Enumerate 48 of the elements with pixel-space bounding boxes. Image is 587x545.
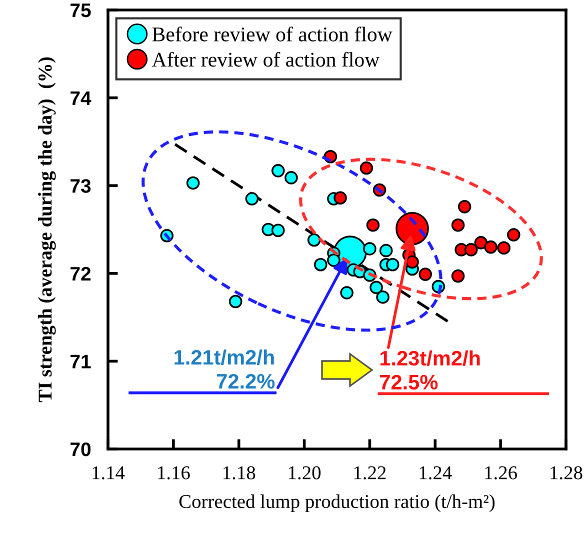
point xyxy=(418,268,432,281)
point xyxy=(271,224,285,238)
x-tick-label: 1.14 xyxy=(92,466,125,480)
point xyxy=(464,243,478,256)
y-tick-label: 70 xyxy=(70,442,91,456)
point xyxy=(340,286,354,300)
point xyxy=(228,294,242,308)
y-tick-label: 74 xyxy=(70,91,92,105)
x-tick-label: 1.18 xyxy=(224,466,256,480)
point xyxy=(186,176,200,190)
point xyxy=(474,236,488,250)
point xyxy=(366,218,380,232)
y-tick-label: 75 xyxy=(70,4,91,18)
point xyxy=(360,161,374,175)
point xyxy=(314,258,328,272)
point xyxy=(271,164,285,178)
legend-label: Before review of action flow xyxy=(152,26,392,42)
x-axis-title: Corrected lump production ratio (t/h-m²) xyxy=(179,494,495,512)
x-tick-label: 1.26 xyxy=(485,466,518,480)
annotation: 1.23t/m2/h 72.5% xyxy=(380,350,480,390)
y-tick-label: 73 xyxy=(70,179,91,193)
point xyxy=(376,290,390,304)
point xyxy=(284,171,298,184)
legend-label: After review of action flow xyxy=(152,52,380,67)
point xyxy=(386,258,400,272)
annotation: 1.21t/m2/h 72.2% xyxy=(174,349,275,389)
point xyxy=(497,241,510,255)
y-tick-label: 72 xyxy=(70,266,91,280)
point xyxy=(507,228,520,242)
x-tick-label: 1.20 xyxy=(288,466,321,480)
point xyxy=(370,280,383,294)
x-tick-label: 1.22 xyxy=(354,466,386,480)
point xyxy=(458,200,472,214)
point xyxy=(307,233,321,247)
point xyxy=(451,269,465,283)
y-tick-label: 71 xyxy=(70,354,91,368)
point xyxy=(379,244,393,258)
x-tick-label: 1.24 xyxy=(420,466,452,480)
point xyxy=(406,255,419,269)
point xyxy=(451,218,465,232)
point xyxy=(245,192,259,206)
x-tick-label: 1.28 xyxy=(550,466,582,480)
y-axis-title: TI strength (average during the day) (%) xyxy=(38,57,56,402)
x-tick-label: 1.16 xyxy=(158,466,190,480)
point xyxy=(327,254,340,267)
point xyxy=(363,242,376,256)
point xyxy=(334,191,347,205)
point xyxy=(484,240,498,254)
